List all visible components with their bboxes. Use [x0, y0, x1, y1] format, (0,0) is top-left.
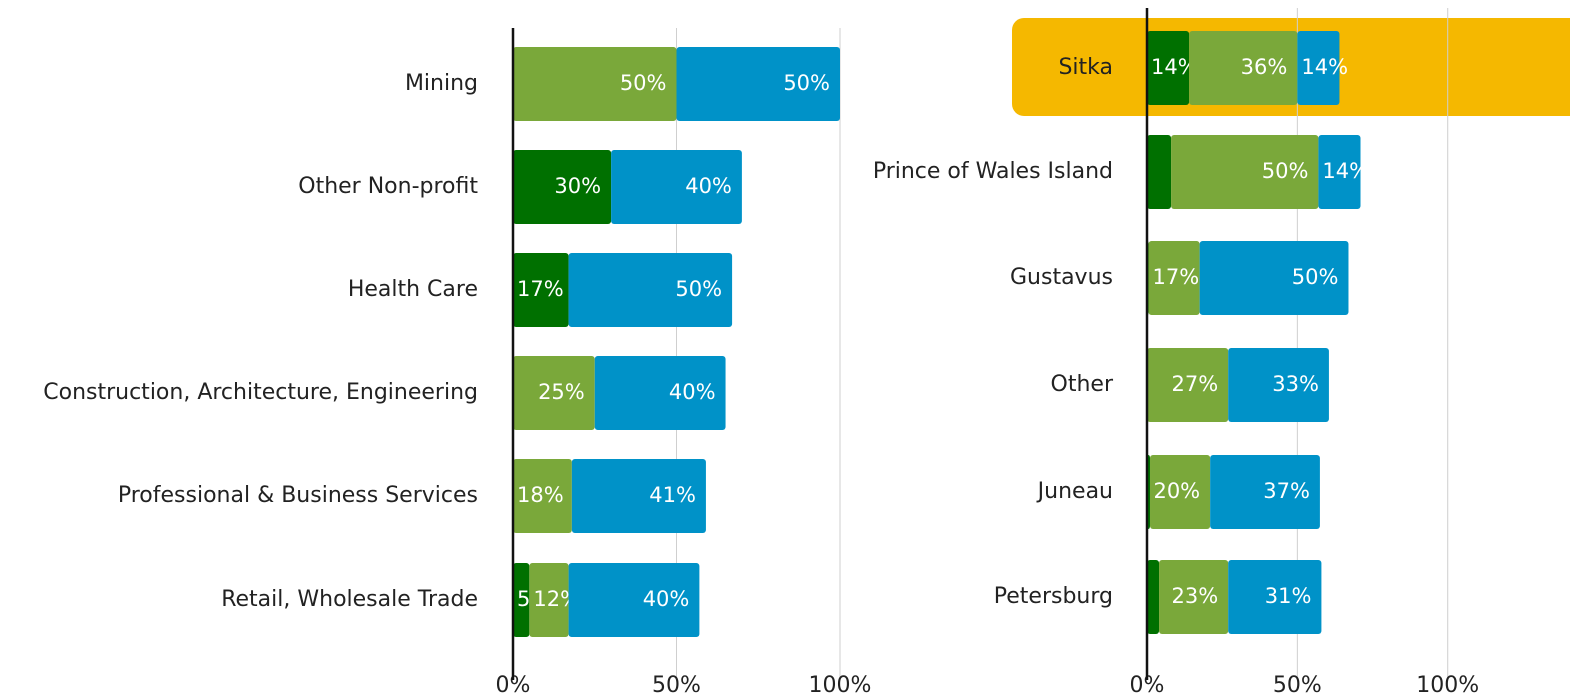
value-label: 17%	[1153, 265, 1200, 289]
x-tick-label: 100%	[1416, 673, 1479, 696]
x-tick-label: 50%	[652, 673, 701, 696]
bar-segment	[513, 150, 612, 224]
category-label: Construction, Architecture, Engineering	[43, 380, 478, 405]
bar-segment	[1150, 455, 1211, 529]
value-label: 40%	[669, 380, 716, 404]
category-label: Sitka	[1058, 55, 1113, 80]
category-label: Other Non-profit	[298, 174, 478, 199]
value-label: 31%	[1265, 584, 1312, 608]
value-label: 50%	[675, 277, 722, 301]
category-label: Gustavus	[1010, 265, 1113, 290]
bar-segment	[1147, 560, 1160, 634]
value-label: 40%	[685, 174, 732, 198]
value-label: 50%	[1262, 159, 1309, 183]
bar-segment	[529, 563, 569, 637]
bar-segment	[1159, 560, 1229, 634]
x-tick-label: 0%	[496, 673, 531, 696]
category-label: Juneau	[1036, 479, 1113, 504]
bar-segment	[676, 47, 840, 121]
bar-segment	[1189, 31, 1298, 105]
bar-segment	[1228, 560, 1322, 634]
bar-segment	[1318, 135, 1361, 209]
bar-segment	[1147, 135, 1172, 209]
value-label: 23%	[1172, 584, 1219, 608]
value-label: 20%	[1153, 479, 1200, 503]
value-label: 25%	[538, 380, 585, 404]
category-label: Retail, Wholesale Trade	[221, 587, 478, 612]
value-label: 50%	[783, 71, 830, 95]
bar-segment	[1147, 31, 1190, 105]
value-label: 50%	[620, 71, 667, 95]
bar-segment	[1147, 348, 1229, 422]
value-label: 18%	[517, 483, 564, 507]
category-label: Prince of Wales Island	[873, 159, 1113, 184]
bar-segment	[513, 356, 595, 430]
value-label: 50%	[1292, 265, 1339, 289]
bar-segment	[1210, 455, 1320, 529]
bar-segment	[513, 563, 530, 637]
bar-segment	[594, 356, 726, 430]
bar-segment	[568, 563, 700, 637]
category-label: Petersburg	[994, 584, 1113, 609]
value-label: 41%	[649, 483, 696, 507]
value-label: 14%	[1322, 159, 1369, 183]
bar-segment	[1297, 31, 1340, 105]
bar-segment	[1199, 241, 1349, 315]
bar-segment	[513, 253, 569, 327]
value-label: 36%	[1241, 55, 1288, 79]
value-label: 37%	[1263, 479, 1310, 503]
bar-segment	[513, 47, 677, 121]
x-tick-label: 0%	[1130, 673, 1165, 696]
bar-segment	[611, 150, 742, 224]
value-label: 17%	[517, 277, 564, 301]
bar-segment	[1148, 241, 1200, 315]
value-label: 33%	[1272, 372, 1319, 396]
value-label: 27%	[1172, 372, 1219, 396]
bar-segment	[568, 253, 733, 327]
category-label: Other	[1051, 372, 1114, 397]
x-tick-label: 100%	[809, 673, 872, 696]
bar-segment	[513, 459, 572, 533]
category-label: Health Care	[348, 277, 478, 302]
category-label: Professional & Business Services	[118, 483, 478, 508]
value-label: 40%	[643, 587, 690, 611]
value-label: 14%	[1301, 55, 1348, 79]
bar-segment	[1228, 348, 1329, 422]
category-label: Mining	[405, 71, 478, 96]
x-tick-label: 50%	[1273, 673, 1322, 696]
bar-segment	[1171, 135, 1319, 209]
bar-segment	[571, 459, 706, 533]
value-label: 30%	[554, 174, 601, 198]
